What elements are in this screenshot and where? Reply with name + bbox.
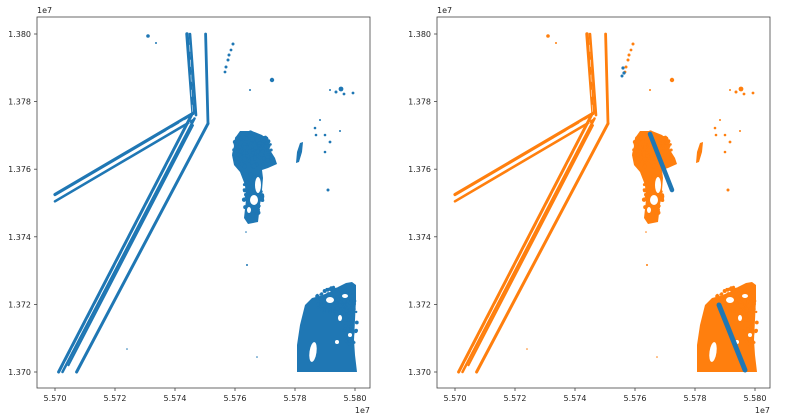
y-offset-label: 1e7 [437,6,452,15]
x-offset-label: 1e7 [355,406,370,415]
y-tick-label: 1.370 [408,368,431,377]
axes-frame [36,16,371,389]
y-tick-label: 1.378 [8,98,31,107]
x-offset-label: 1e7 [755,406,770,415]
y-tick-label: 1.376 [408,165,431,174]
y-tick-label: 1.376 [8,165,31,174]
x-tick-label: 5.570 [444,394,467,403]
y-tick-label: 1.380 [8,30,31,39]
x-tick-label: 5.578 [684,394,707,403]
x-tick-label: 5.572 [504,394,527,403]
y-tick-label: 1.378 [408,98,431,107]
x-tick-label: 5.574 [564,394,587,403]
y-offset-label: 1e7 [37,6,52,15]
axes-frame [436,16,771,389]
point-clusters [126,34,359,372]
x-tick-label: 5.580 [344,394,367,403]
road-tracks [453,32,610,374]
y-tick-label: 1.374 [408,233,431,242]
x-tick-label: 5.572 [104,394,127,403]
right-scatter-panel: 5.570 5.572 5.574 5.576 5.578 5.580 1.370 1.372… [400,0,800,419]
y-tick-label: 1.370 [8,368,31,377]
x-tick-label: 5.574 [164,394,187,403]
left-scatter-plot: 5.570 5.572 5.574 5.576 5.578 5.580 1.370 1.372… [8,6,371,415]
y-tick-label: 1.372 [8,300,31,309]
x-tick-label: 5.578 [284,394,307,403]
road-tracks [53,32,210,374]
x-tick-label: 5.576 [224,394,247,403]
right-scatter-plot: 5.570 5.572 5.574 5.576 5.578 5.580 1.370 1.372… [408,6,771,415]
y-tick-label: 1.380 [408,30,431,39]
y-tick-label: 1.374 [8,233,31,242]
y-tick-label: 1.372 [408,300,431,309]
left-scatter-panel: 5.570 5.572 5.574 5.576 5.578 5.580 1.370 1.372… [8,6,371,415]
x-tick-label: 5.576 [624,394,647,403]
x-tick-label: 5.570 [44,394,67,403]
cluster-1-points [620,66,748,373]
x-tick-label: 5.580 [744,394,767,403]
